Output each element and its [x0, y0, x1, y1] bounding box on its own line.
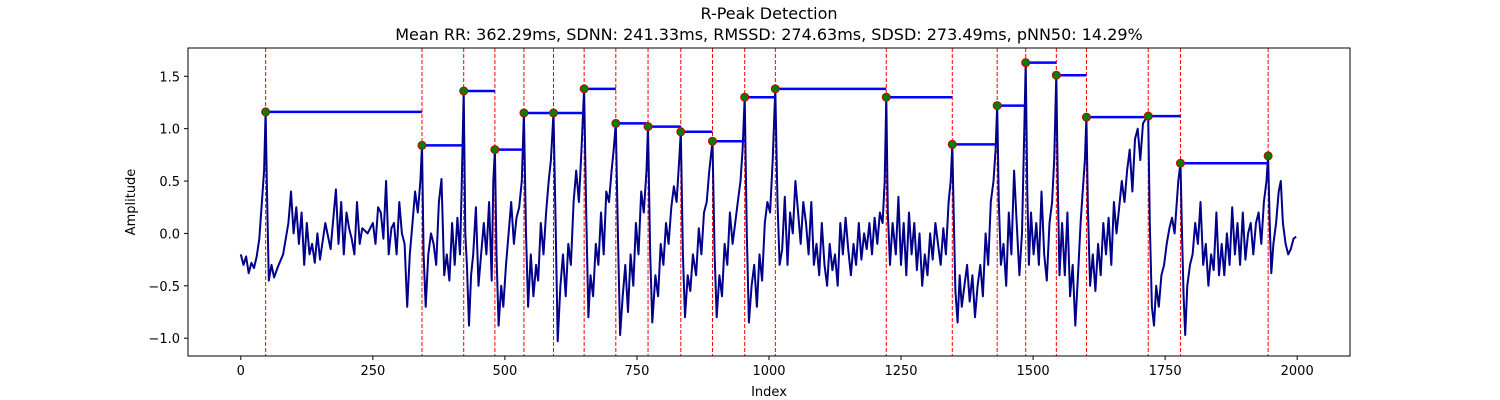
y-axis: −1.0 −0.5 0.0 0.5 1.0 1.5 — [148, 70, 188, 347]
peak-marker — [707, 136, 717, 146]
peak-marker — [579, 84, 589, 94]
x-axis-label: Index — [751, 385, 787, 400]
x-tick-label: 1500 — [1017, 364, 1050, 379]
y-axis-label: Amplitude — [124, 169, 139, 236]
peak-marker — [459, 86, 469, 96]
peak-marker — [261, 107, 271, 117]
signal-line — [239, 61, 1297, 343]
peak-marker — [770, 84, 780, 94]
peak-marker — [417, 140, 427, 150]
x-tick-label: 1750 — [1149, 364, 1182, 379]
peak-marker — [490, 145, 500, 155]
chart-title: R-Peak Detection — [700, 4, 837, 23]
chart-subtitle: Mean RR: 362.29ms, SDNN: 241.33ms, RMSSD… — [395, 25, 1143, 44]
peak-marker — [1143, 111, 1153, 121]
y-tick-label: 0.0 — [159, 227, 180, 242]
peak-markers — [261, 58, 1273, 168]
y-tick-label: 1.0 — [159, 123, 180, 138]
x-tick-label: 1250 — [884, 364, 917, 379]
peak-marker — [1081, 112, 1091, 122]
peak-marker — [881, 92, 891, 102]
peak-marker — [1175, 158, 1185, 168]
x-tick-label: 750 — [625, 364, 650, 379]
peak-marker — [549, 108, 559, 118]
peak-marker — [1051, 70, 1061, 80]
y-tick-label: 1.5 — [159, 70, 180, 85]
peak-marker — [676, 127, 686, 137]
x-tick-label: 1000 — [752, 364, 785, 379]
rr-interval-segments — [265, 61, 1269, 165]
peak-marker — [643, 122, 653, 132]
x-tick-label: 0 — [237, 364, 245, 379]
plot-background — [188, 48, 1350, 356]
y-tick-label: −0.5 — [148, 280, 180, 295]
peak-marker — [611, 118, 621, 128]
x-tick-label: 500 — [492, 364, 517, 379]
peak-marker — [1021, 58, 1031, 68]
peak-marker — [740, 92, 750, 102]
peak-marker — [992, 101, 1002, 111]
plot-area — [187, 47, 1351, 357]
y-tick-label: −1.0 — [148, 332, 180, 347]
peak-marker — [947, 139, 957, 149]
x-tick-label: 250 — [360, 364, 385, 379]
x-axis: 0 250 500 750 1000 1250 1500 1750 2000 — [237, 356, 1314, 379]
y-tick-label: 0.5 — [159, 175, 180, 190]
peak-marker — [1263, 151, 1273, 161]
peak-marker — [519, 108, 529, 118]
x-tick-label: 2000 — [1281, 364, 1314, 379]
